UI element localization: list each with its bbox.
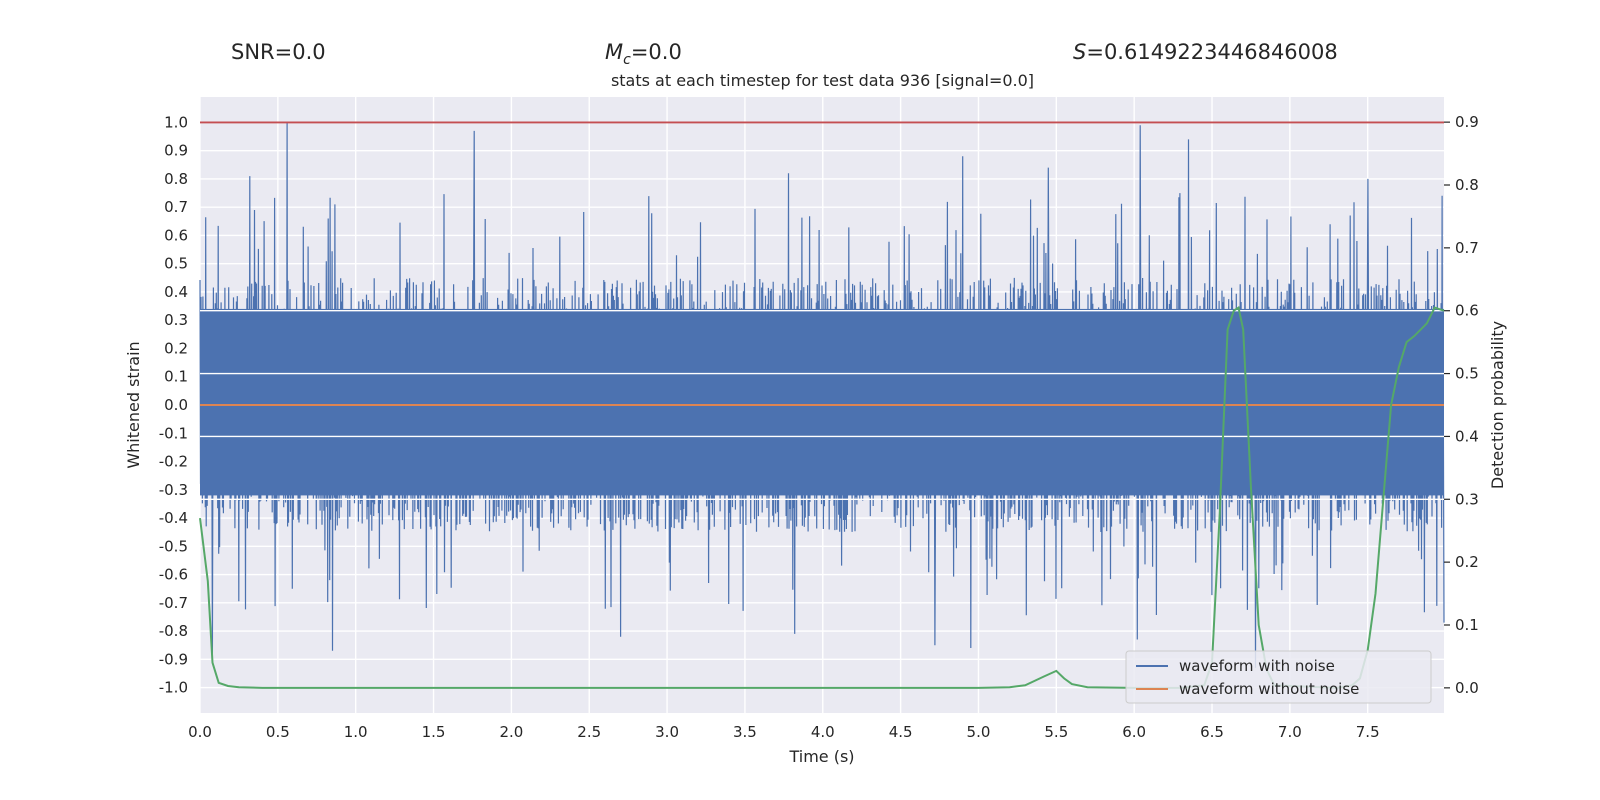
- y2-tick-label: 0.4: [1455, 427, 1479, 445]
- y2-tick-label: 0.9: [1455, 113, 1479, 131]
- y-tick-label: 0.1: [164, 368, 188, 386]
- x-tick-label: 7.5: [1356, 723, 1380, 741]
- y-tick-label: 0.4: [164, 283, 188, 301]
- y-tick-label: 0.0: [164, 396, 188, 414]
- y-tick-label: 0.5: [164, 255, 188, 273]
- detection-probability-line: [199, 305, 1445, 689]
- chirp-mass-symbol: M: [605, 40, 624, 64]
- y2-tick-label: 0.0: [1455, 679, 1479, 697]
- legend-box: [1125, 650, 1432, 704]
- y-tick-label: -0.1: [159, 424, 188, 442]
- snr-label: SNR=0.0: [231, 40, 326, 64]
- x-tick-label: 3.0: [655, 723, 679, 741]
- y-axis-label: Whitened strain: [124, 341, 143, 468]
- y2-tick-label: 0.2: [1455, 553, 1479, 571]
- x-axis-ticks: 0.0 0.5 1.0 1.5 2.0 2.5 3.0 3.5 4.0 4.5 5.0 5.5 6.0 6…: [188, 723, 1380, 741]
- legend: waveform with noise waveform without noi…: [1125, 650, 1432, 704]
- waveform-with-noise-dense-band: [200, 308, 1444, 496]
- y2-axis-label: Detection probability: [1488, 321, 1507, 489]
- x-tick-label: 0.0: [188, 723, 212, 741]
- chirp-mass-value: =0.0: [630, 40, 682, 64]
- y2-tick-label: 0.5: [1455, 365, 1479, 383]
- x-tick-label: 1.0: [344, 723, 368, 741]
- y2-tick-label: 0.8: [1455, 176, 1479, 194]
- y-tick-label: -1.0: [159, 679, 188, 697]
- y-tick-label: -0.8: [159, 622, 188, 640]
- y-tick-label: -0.6: [159, 566, 188, 584]
- score-symbol: S: [1073, 40, 1087, 64]
- y-tick-label: -0.9: [159, 650, 188, 668]
- x-tick-label: 4.0: [811, 723, 835, 741]
- y-tick-label: -0.4: [159, 509, 188, 527]
- legend-entry-clean: waveform without noise: [1179, 680, 1359, 698]
- chirp-mass-label: Mc=0.0: [605, 40, 682, 68]
- x-tick-label: 5.5: [1044, 723, 1068, 741]
- x-tick-label: 6.0: [1122, 723, 1146, 741]
- y2-axis-ticks: 0.9 0.8 0.7 0.6 0.5 0.4 0.3 0.2 0.1 0.0: [1444, 113, 1479, 697]
- score-label: S=0.6149223446846008: [1073, 40, 1338, 64]
- x-tick-label: 3.5: [733, 723, 757, 741]
- x-tick-label: 0.5: [266, 723, 290, 741]
- y-axis-ticks: 1.0 0.9 0.8 0.7 0.6 0.5 0.4 0.3 0.2 0.1 0.0 -0.1 -0.…: [159, 113, 188, 696]
- chart-title: stats at each timestep for test data 936…: [610, 71, 1035, 90]
- band-grid-lines: [200, 310, 1444, 500]
- y-tick-label: -0.7: [159, 594, 188, 612]
- y-tick-label: 0.8: [164, 170, 188, 188]
- x-tick-label: 5.0: [967, 723, 991, 741]
- legend-entry-noise: waveform with noise: [1179, 657, 1335, 675]
- x-tick-label: 2.0: [499, 723, 523, 741]
- y-tick-label: 0.9: [164, 142, 188, 160]
- x-axis-label: Time (s): [788, 747, 854, 766]
- y2-tick-label: 0.6: [1455, 302, 1479, 320]
- y-tick-label: -0.2: [159, 453, 188, 471]
- y-tick-label: 0.3: [164, 311, 188, 329]
- y-tick-label: 0.6: [164, 226, 188, 244]
- y2-tick-label: 0.3: [1455, 490, 1479, 508]
- y2-tick-label: 0.1: [1455, 616, 1479, 634]
- y-tick-label: -0.3: [159, 481, 188, 499]
- x-tick-label: 6.5: [1200, 723, 1224, 741]
- y-tick-label: 0.7: [164, 198, 188, 216]
- y-tick-label: 0.2: [164, 339, 188, 357]
- y2-tick-label: 0.7: [1455, 239, 1479, 257]
- x-tick-label: 2.5: [577, 723, 601, 741]
- chirp-mass-subscript: c: [623, 52, 631, 69]
- x-tick-label: 4.5: [889, 723, 913, 741]
- x-tick-label: 1.5: [422, 723, 446, 741]
- y-tick-label: 1.0: [164, 113, 188, 131]
- score-value: =0.6149223446846008: [1086, 40, 1338, 64]
- y-tick-label: -0.5: [159, 537, 188, 555]
- x-tick-label: 7.0: [1278, 723, 1302, 741]
